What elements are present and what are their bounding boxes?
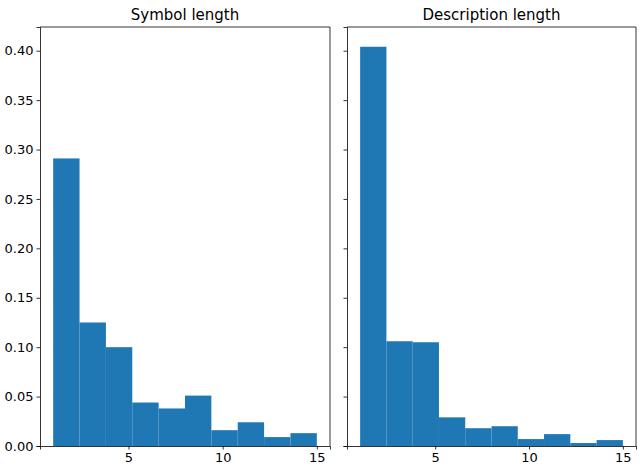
tick: 10 bbox=[521, 446, 538, 465]
tick-mark bbox=[37, 397, 41, 398]
tick: 0.40 bbox=[5, 43, 40, 58]
tick-label: 5 bbox=[125, 450, 133, 465]
tick-mark bbox=[344, 100, 348, 101]
tick bbox=[344, 51, 348, 52]
bar bbox=[544, 434, 570, 446]
tick-label: 0.10 bbox=[5, 340, 34, 355]
tick-mark bbox=[344, 51, 348, 52]
tick: 10 bbox=[215, 446, 232, 465]
figure: 5 10 15 0.00 0.05 0.10 0.15 0.20 0.25 0.30 0.35 0.4… bbox=[0, 0, 640, 470]
tick-label: 0.15 bbox=[5, 290, 34, 305]
tick-label: 0.00 bbox=[5, 439, 34, 454]
frame bbox=[330, 27, 331, 446]
tick bbox=[344, 298, 348, 299]
bar bbox=[439, 417, 465, 446]
bar bbox=[132, 403, 158, 446]
bar bbox=[386, 341, 412, 446]
frame bbox=[347, 27, 636, 28]
tick-mark bbox=[37, 51, 41, 52]
bar bbox=[106, 347, 132, 446]
tick-label: 0.20 bbox=[5, 241, 34, 256]
tick-label: 0.05 bbox=[5, 389, 34, 404]
tick-mark bbox=[344, 298, 348, 299]
tick-mark bbox=[344, 347, 348, 348]
y-axis: 0.00 0.05 0.10 0.15 0.20 0.25 0.30 0.35 0.40 bbox=[5, 28, 41, 454]
tick-mark bbox=[344, 397, 348, 398]
bar bbox=[238, 422, 264, 446]
tick-label: 5 bbox=[432, 450, 440, 465]
tick-mark bbox=[37, 347, 41, 348]
bar bbox=[185, 396, 211, 446]
tick: 0.10 bbox=[5, 340, 40, 355]
tick-mark bbox=[37, 150, 41, 151]
tick bbox=[344, 248, 348, 249]
bar bbox=[360, 47, 386, 446]
x-axis: 5 10 15 bbox=[348, 446, 637, 465]
bar bbox=[211, 430, 237, 446]
tick: 15 bbox=[615, 446, 632, 465]
bars bbox=[360, 47, 623, 446]
tick bbox=[344, 199, 348, 200]
frame bbox=[40, 27, 330, 28]
panel: 5 10 15 Description length bbox=[344, 6, 637, 465]
tick: 5 bbox=[125, 446, 133, 465]
bar bbox=[597, 440, 623, 446]
tick bbox=[344, 150, 348, 151]
tick-mark bbox=[37, 446, 41, 447]
tick-label: 10 bbox=[521, 450, 538, 465]
bar bbox=[264, 437, 290, 446]
tick: 0.15 bbox=[5, 290, 40, 305]
tick-label: 15 bbox=[615, 450, 632, 465]
tick-mark bbox=[344, 446, 348, 447]
tick: 0.30 bbox=[5, 142, 40, 157]
bar bbox=[53, 158, 79, 446]
frame bbox=[636, 27, 637, 446]
tick bbox=[344, 347, 348, 348]
bar bbox=[159, 408, 185, 446]
x-axis: 5 10 15 bbox=[41, 446, 331, 465]
axis-line bbox=[344, 28, 348, 447]
panel: 5 10 15 0.00 0.05 0.10 0.15 0.20 0.25 0.30 0.35 0.4… bbox=[5, 6, 331, 465]
bar bbox=[518, 439, 544, 446]
tick: 15 bbox=[309, 446, 326, 465]
tick: 5 bbox=[432, 446, 440, 465]
tick bbox=[344, 446, 348, 447]
bar bbox=[80, 322, 106, 446]
bars bbox=[53, 158, 317, 446]
bar bbox=[465, 428, 491, 446]
tick-mark bbox=[344, 150, 348, 151]
axis-line bbox=[41, 447, 331, 450]
tick bbox=[344, 397, 348, 398]
axis-line bbox=[348, 447, 637, 450]
axis-line bbox=[37, 28, 41, 447]
tick-mark bbox=[37, 199, 41, 200]
y-axis bbox=[344, 28, 348, 447]
tick-label: 0.30 bbox=[5, 142, 34, 157]
tick-label: 0.35 bbox=[5, 93, 34, 108]
tick: 0.35 bbox=[5, 93, 40, 108]
bar bbox=[413, 342, 439, 446]
tick-mark bbox=[37, 100, 41, 101]
tick-mark bbox=[37, 298, 41, 299]
tick: 0.05 bbox=[5, 389, 40, 404]
tick-label: 0.25 bbox=[5, 192, 34, 207]
tick-label: 0.40 bbox=[5, 43, 34, 58]
bar bbox=[290, 433, 316, 446]
tick-label: 15 bbox=[309, 450, 326, 465]
tick-mark bbox=[344, 248, 348, 249]
tick: 0.20 bbox=[5, 241, 40, 256]
bar bbox=[570, 443, 596, 446]
tick-mark bbox=[37, 248, 41, 249]
tick: 0.00 bbox=[5, 439, 40, 454]
title: Symbol length bbox=[131, 6, 239, 24]
bar bbox=[492, 426, 518, 446]
tick-mark bbox=[344, 199, 348, 200]
tick-label: 10 bbox=[215, 450, 232, 465]
tick bbox=[344, 100, 348, 101]
tick: 0.25 bbox=[5, 192, 40, 207]
title: Description length bbox=[422, 6, 560, 24]
